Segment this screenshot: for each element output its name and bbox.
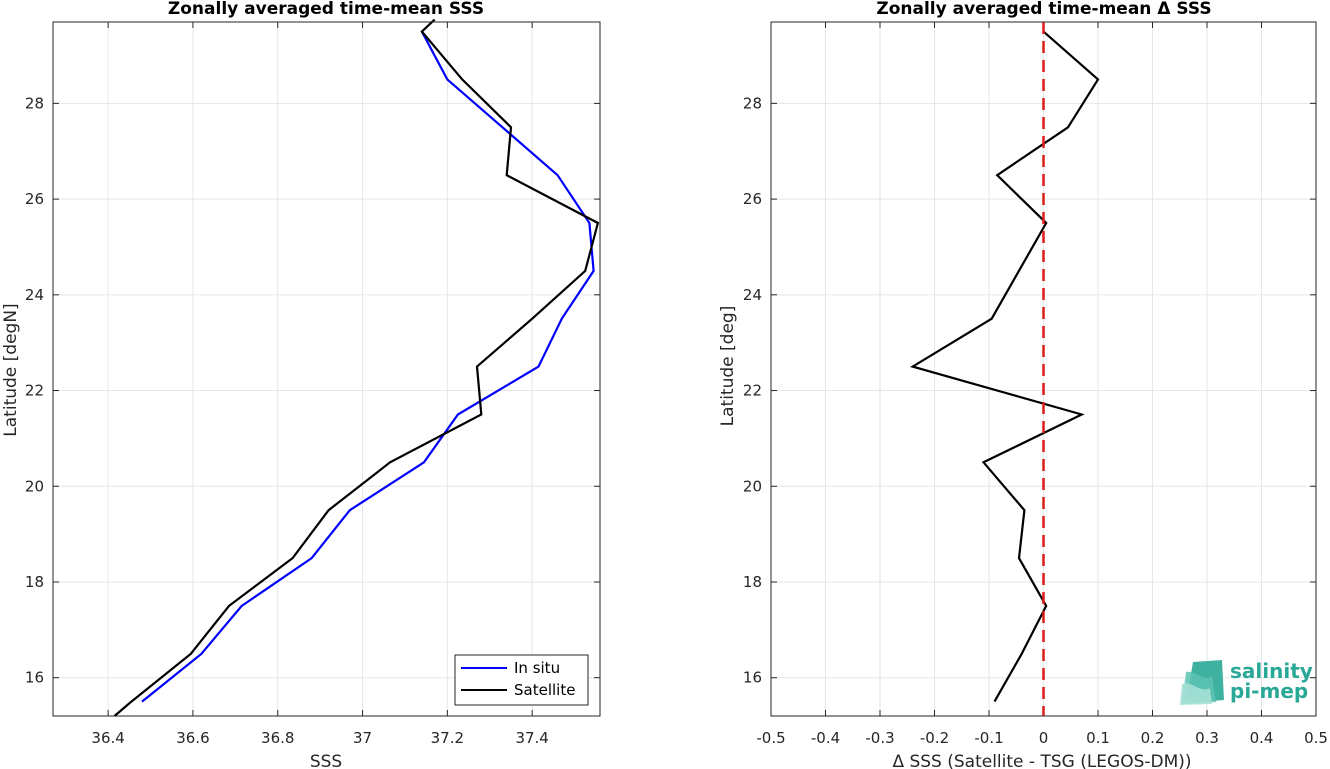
sss-y-tick-label: 22 bbox=[25, 382, 44, 400]
sss-x-axis-label: SSS bbox=[310, 752, 342, 769]
sss-legend: In situ Satellite bbox=[454, 654, 589, 706]
sss-series-line-in-situ bbox=[141, 31, 595, 703]
delta-series-layer bbox=[909, 22, 1100, 716]
sss-y-tick-label: 18 bbox=[25, 573, 44, 591]
sss-x-tick-label: 36.6 bbox=[176, 729, 209, 747]
legend-box bbox=[454, 654, 589, 706]
logo-text-salinity: salinity bbox=[1230, 659, 1313, 683]
sss-x-tick-labels: 36.4 36.6 36.8 37 37.2 37.4 bbox=[91, 729, 548, 747]
delta-x-tick-label: -0.2 bbox=[920, 729, 949, 747]
delta-y-tick-label: 22 bbox=[743, 382, 762, 400]
sss-y-tick-label: 28 bbox=[25, 94, 44, 112]
delta-y-tick-label: 16 bbox=[743, 669, 762, 687]
sss-profile-panel: 36.4 36.6 36.8 37 37.2 37.4 16 18 20 22 24 26 28 Zo… bbox=[1, 0, 601, 769]
delta-x-tick-label: 0.1 bbox=[1086, 729, 1110, 747]
sss-y-tick-labels: 16 18 20 22 24 26 28 bbox=[25, 94, 44, 686]
legend-label-in-situ: In situ bbox=[514, 659, 560, 677]
logo-text-pi-mep: pi-mep bbox=[1230, 679, 1308, 703]
legend-label-satellite: Satellite bbox=[514, 681, 575, 699]
delta-y-tick-label: 18 bbox=[743, 573, 762, 591]
sss-x-tick-label: 36.8 bbox=[261, 729, 294, 747]
delta-x-tick-label: 0.5 bbox=[1304, 729, 1328, 747]
logo-wave-front bbox=[1180, 683, 1212, 705]
sss-x-tick-label: 36.4 bbox=[91, 729, 124, 747]
sss-x-tick-label: 37.4 bbox=[515, 729, 548, 747]
sss-y-axis-label: Latitude [degN] bbox=[1, 303, 21, 436]
sss-grid bbox=[53, 22, 600, 716]
delta-x-tick-label: 0.2 bbox=[1141, 729, 1165, 747]
sss-y-tick-label: 24 bbox=[25, 286, 44, 304]
delta-x-tick-label: -0.4 bbox=[811, 729, 840, 747]
salinity-pi-mep-logo: salinity pi-mep bbox=[1180, 659, 1313, 705]
sss-x-tick-label: 37.2 bbox=[431, 729, 464, 747]
delta-x-tick-label: 0.3 bbox=[1195, 729, 1219, 747]
delta-y-tick-label: 26 bbox=[743, 190, 762, 208]
delta-x-tick-label: 0 bbox=[1039, 729, 1049, 747]
delta-x-tick-labels: -0.5 -0.4 -0.3 -0.2 -0.1 0 0.1 0.2 0.3 0.4 0.5 bbox=[756, 729, 1328, 747]
delta-y-tick-labels: 16 18 20 22 24 26 28 bbox=[743, 94, 762, 686]
delta-x-tick-label: -0.5 bbox=[756, 729, 785, 747]
delta-x-axis-label: Δ SSS (Satellite - TSG (LEGOS-DM)) bbox=[892, 752, 1191, 769]
sss-series-line-satellite bbox=[113, 18, 600, 717]
delta-chart-title: Zonally averaged time-mean Δ SSS bbox=[876, 0, 1211, 19]
delta-y-tick-label: 24 bbox=[743, 286, 762, 304]
sss-y-tick-label: 20 bbox=[25, 477, 44, 495]
delta-x-tick-label: 0.4 bbox=[1250, 729, 1274, 747]
sss-series-layer bbox=[113, 18, 600, 717]
delta-y-tick-label: 28 bbox=[743, 94, 762, 112]
delta-x-tick-label: -0.3 bbox=[865, 729, 894, 747]
delta-y-axis-label: Latitude [deg] bbox=[718, 306, 738, 427]
delta-x-tick-label: -0.1 bbox=[974, 729, 1003, 747]
sss-y-tick-label: 26 bbox=[25, 190, 44, 208]
delta-series-line-delta bbox=[909, 30, 1100, 703]
delta-sss-panel: -0.5 -0.4 -0.3 -0.2 -0.1 0 0.1 0.2 0.3 0.4 0.5 161… bbox=[718, 0, 1328, 769]
sss-chart-title: Zonally averaged time-mean SSS bbox=[168, 0, 484, 19]
delta-axes-frame bbox=[770, 21, 1317, 717]
delta-y-tick-label: 20 bbox=[743, 477, 762, 495]
sss-axes-frame bbox=[52, 21, 601, 717]
sss-x-tick-label: 37 bbox=[353, 729, 372, 747]
sss-y-tick-label: 16 bbox=[25, 669, 44, 687]
